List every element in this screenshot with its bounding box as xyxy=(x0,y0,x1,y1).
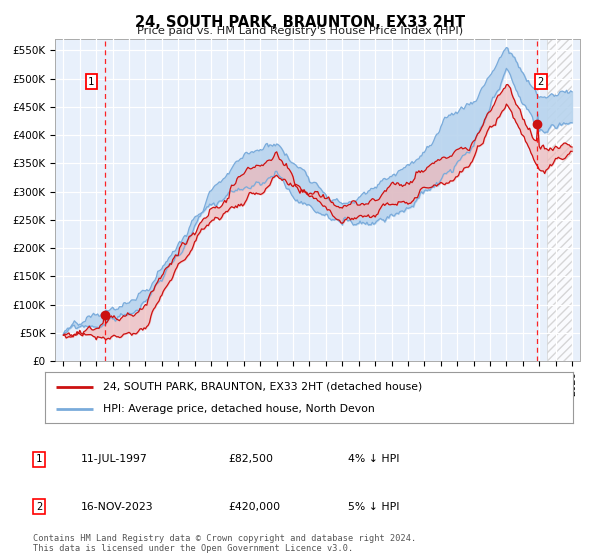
Text: 4% ↓ HPI: 4% ↓ HPI xyxy=(348,454,400,464)
Text: 11-JUL-1997: 11-JUL-1997 xyxy=(81,454,148,464)
Text: 1: 1 xyxy=(36,454,42,464)
Text: Price paid vs. HM Land Registry's House Price Index (HPI): Price paid vs. HM Land Registry's House … xyxy=(137,26,463,36)
Text: 5% ↓ HPI: 5% ↓ HPI xyxy=(348,502,400,512)
Text: £420,000: £420,000 xyxy=(228,502,280,512)
Text: 2: 2 xyxy=(538,77,544,87)
Text: 1: 1 xyxy=(88,77,94,87)
Text: 24, SOUTH PARK, BRAUNTON, EX33 2HT: 24, SOUTH PARK, BRAUNTON, EX33 2HT xyxy=(135,15,465,30)
Text: HPI: Average price, detached house, North Devon: HPI: Average price, detached house, Nort… xyxy=(103,404,375,414)
Text: 2: 2 xyxy=(36,502,42,512)
Text: Contains HM Land Registry data © Crown copyright and database right 2024.
This d: Contains HM Land Registry data © Crown c… xyxy=(33,534,416,553)
Text: 24, SOUTH PARK, BRAUNTON, EX33 2HT (detached house): 24, SOUTH PARK, BRAUNTON, EX33 2HT (deta… xyxy=(103,381,422,391)
Text: 16-NOV-2023: 16-NOV-2023 xyxy=(81,502,154,512)
Text: £82,500: £82,500 xyxy=(228,454,273,464)
